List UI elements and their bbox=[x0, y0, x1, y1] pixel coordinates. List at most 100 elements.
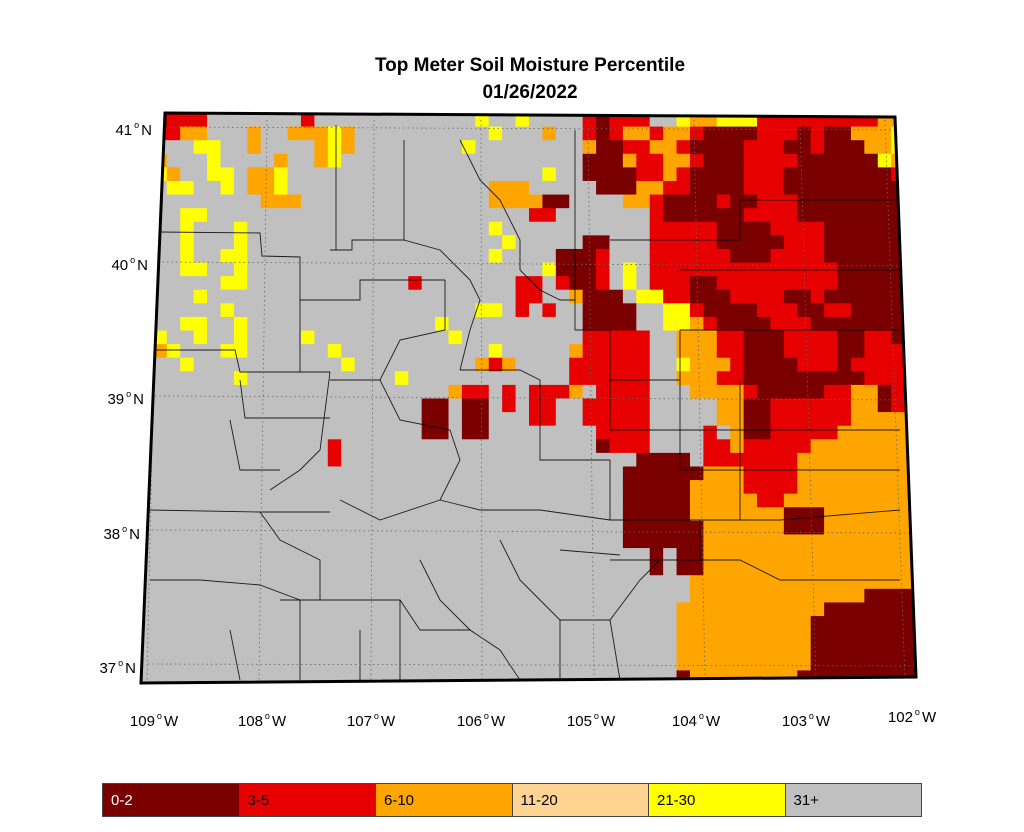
grid-cell bbox=[743, 316, 758, 332]
grid-cell bbox=[810, 194, 825, 209]
lon-label-106: 106 o W bbox=[456, 711, 506, 730]
grid-cell bbox=[488, 602, 503, 617]
grid-cell bbox=[797, 466, 812, 481]
grid-cell bbox=[797, 480, 812, 495]
grid-cell bbox=[636, 180, 651, 196]
grid-cell bbox=[193, 507, 208, 522]
grid-cell bbox=[877, 248, 892, 264]
grid-cell bbox=[314, 303, 329, 318]
grid-cell bbox=[622, 221, 637, 236]
grid-cell bbox=[435, 289, 450, 304]
grid-cell bbox=[233, 466, 248, 481]
grid-cell bbox=[770, 602, 785, 617]
grid-cell bbox=[327, 548, 342, 563]
grid-cell bbox=[569, 194, 584, 209]
grid-cell bbox=[153, 575, 168, 590]
grid-cell bbox=[515, 398, 530, 413]
grid-cell bbox=[341, 534, 356, 549]
grid-cell bbox=[461, 670, 476, 683]
grid-cell bbox=[703, 153, 718, 168]
grid-cell bbox=[381, 439, 396, 454]
grid-cell bbox=[166, 452, 181, 468]
grid-cell bbox=[408, 330, 423, 345]
grid-cell bbox=[488, 520, 503, 536]
grid-cell bbox=[730, 140, 745, 155]
grid-cell bbox=[381, 371, 396, 386]
grid-cell bbox=[716, 425, 731, 440]
grid-cell bbox=[757, 221, 772, 236]
grid-cell bbox=[408, 425, 423, 440]
grid-cell bbox=[300, 412, 315, 427]
grid-cell bbox=[274, 194, 289, 209]
grid-cell bbox=[287, 480, 302, 495]
grid-cell bbox=[421, 534, 436, 549]
grid-cell bbox=[837, 452, 852, 468]
grid-cell bbox=[582, 670, 597, 683]
grid-cell bbox=[797, 303, 812, 318]
grid-cell bbox=[837, 643, 852, 658]
grid-cell bbox=[676, 276, 691, 291]
grid-cell bbox=[676, 289, 691, 304]
grid-cell bbox=[421, 520, 436, 536]
grid-cell bbox=[166, 534, 181, 549]
grid-cell bbox=[448, 371, 463, 386]
grid-cell bbox=[421, 357, 436, 372]
grid-cell bbox=[502, 425, 517, 440]
grid-cell bbox=[260, 113, 275, 128]
grid-cell bbox=[783, 371, 798, 386]
grid-cell bbox=[488, 466, 503, 481]
grid-cell bbox=[141, 670, 155, 683]
grid-cell bbox=[622, 248, 637, 264]
grid-cell bbox=[770, 153, 785, 168]
grid-cell bbox=[141, 289, 155, 304]
grid-cell bbox=[381, 548, 396, 563]
grid-cell bbox=[770, 656, 785, 672]
grid-cell bbox=[233, 534, 248, 549]
grid-cell bbox=[636, 208, 651, 223]
grid-cell bbox=[569, 643, 584, 658]
grid-cell bbox=[448, 235, 463, 250]
grid-cell bbox=[555, 493, 570, 508]
grid-cell bbox=[730, 126, 745, 141]
grid-cell bbox=[810, 452, 825, 468]
grid-cell bbox=[394, 616, 409, 631]
grid-cell bbox=[850, 330, 865, 345]
grid-cell bbox=[327, 194, 342, 209]
grid-cell bbox=[810, 398, 825, 413]
grid-cell bbox=[824, 289, 839, 304]
grid-cell bbox=[837, 371, 852, 386]
grid-cell bbox=[703, 548, 718, 563]
grid-cell bbox=[569, 140, 584, 155]
grid-cell bbox=[515, 126, 530, 141]
grid-cell bbox=[153, 262, 168, 277]
grid-cell bbox=[529, 221, 544, 236]
grid-cell bbox=[166, 248, 181, 264]
grid-cell bbox=[569, 371, 584, 386]
grid-cell bbox=[622, 425, 637, 440]
grid-cell bbox=[636, 221, 651, 236]
grid-cell bbox=[488, 398, 503, 413]
grid-cell bbox=[153, 656, 168, 672]
grid-cell bbox=[703, 412, 718, 427]
grid-cell bbox=[609, 384, 624, 400]
grid-cell bbox=[864, 316, 879, 332]
grid-cell bbox=[904, 194, 916, 209]
grid-cell bbox=[743, 480, 758, 495]
grid-cell bbox=[703, 289, 718, 304]
grid-cell bbox=[542, 520, 557, 536]
grid-cell bbox=[663, 452, 678, 468]
grid-cell bbox=[220, 466, 235, 481]
grid-cell bbox=[824, 398, 839, 413]
grid-cell bbox=[783, 398, 798, 413]
grid-cell bbox=[502, 248, 517, 264]
grid-cell bbox=[260, 534, 275, 549]
grid-cell bbox=[743, 208, 758, 223]
grid-cell bbox=[260, 561, 275, 576]
grid-cell bbox=[207, 520, 222, 536]
grid-cell bbox=[596, 588, 611, 604]
grid-cell bbox=[287, 520, 302, 536]
grid-cell bbox=[327, 344, 342, 359]
grid-cell bbox=[327, 452, 342, 468]
grid-cell bbox=[864, 289, 879, 304]
grid-cell bbox=[193, 588, 208, 604]
